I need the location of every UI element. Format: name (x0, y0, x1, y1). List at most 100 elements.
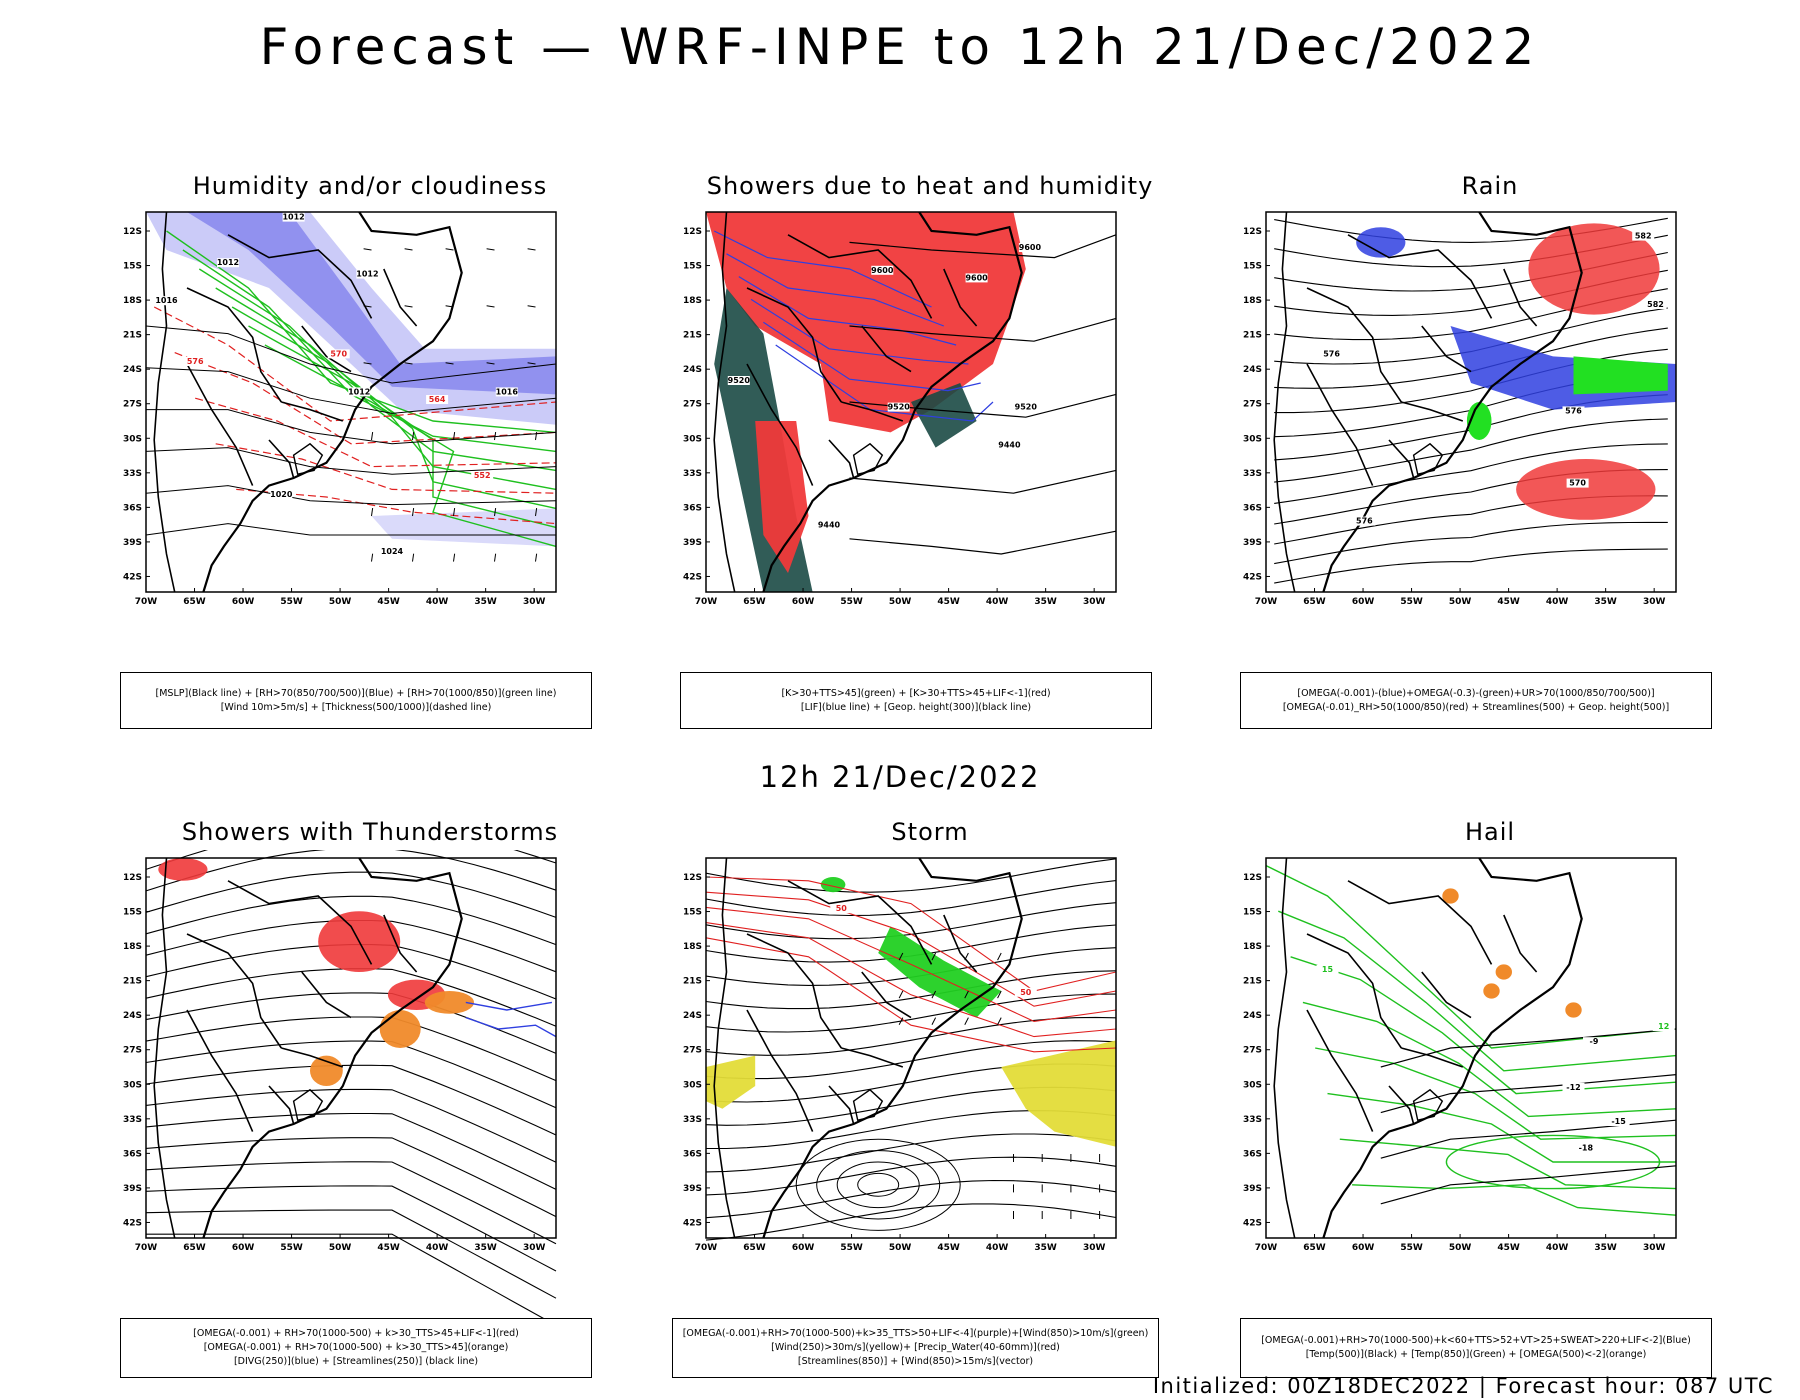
contour-label: 9600 (965, 273, 988, 282)
lat-tick-label: 39S (683, 1184, 702, 1194)
contour-label: 570 (1569, 479, 1586, 488)
lon-tick-label: 70W (135, 1243, 158, 1253)
streamline (145, 1064, 557, 1136)
streamline (705, 902, 1117, 940)
country-border (1388, 1085, 1415, 1125)
wind-vector (453, 553, 456, 562)
lon-tick-label: 30W (1643, 1243, 1666, 1253)
contour-label-bg (282, 212, 305, 222)
contour-label: -12 (1566, 1083, 1580, 1092)
lon-tick-label: 40W (426, 597, 449, 607)
wind-vector (527, 248, 536, 251)
contour-label-bg (1353, 516, 1376, 526)
lon-tick-label: 45W (377, 1243, 400, 1253)
contour-label: 582 (1647, 300, 1664, 309)
country-border (1347, 234, 1493, 319)
lon-tick-label: 65W (183, 597, 206, 607)
map-frame (705, 857, 1117, 1239)
panel-title: Rain (1461, 172, 1519, 200)
lif-contour (738, 276, 957, 346)
country-border (1421, 971, 1472, 1019)
mslp-isobar (145, 325, 557, 384)
lon-tick-label: 55W (280, 597, 303, 607)
lon-tick-label: 35W (1594, 597, 1617, 607)
panel-title: Storm (891, 818, 969, 846)
lat-tick-label: 36S (683, 1149, 702, 1159)
country-border (383, 268, 418, 327)
contour-label: 9600 (871, 266, 894, 275)
contour-label-bg (1014, 987, 1037, 997)
lat-tick-label: 27S (1243, 1046, 1262, 1056)
contour-label: 564 (429, 395, 446, 404)
legend-line: [OMEGA(-0.001)+RH>70(1000-500)+k>35_TTS>… (682, 1328, 1149, 1339)
cyclone-streamline (857, 1172, 900, 1197)
lat-tick-label: 39S (1243, 538, 1262, 548)
lat-tick-label: 27S (683, 1046, 702, 1056)
streamline (145, 1088, 557, 1163)
convection-orange (310, 1055, 343, 1086)
lat-tick-label: 36S (1243, 1149, 1262, 1159)
wind-vector (494, 508, 497, 517)
country-border (861, 325, 912, 373)
wind-vector (486, 362, 495, 365)
mslp-isobar (145, 447, 557, 475)
contour-label-bg (1652, 1022, 1675, 1031)
country-border (828, 439, 855, 479)
lon-tick-label: 30W (523, 597, 546, 607)
map-storm: 50 50 12S 15S 18S 21S 24S 27S 30S 33S 36S 39S 42S 70W… (683, 857, 1117, 1253)
temp850-contour (1352, 1184, 1677, 1216)
legend-humidity: [MSLP](Black line) + [RH>70(850/700/500)… (120, 672, 592, 729)
streamline (1274, 443, 1668, 504)
legend-line: [LIF](blue line) + [Geop. height(300)](b… (800, 701, 1032, 713)
streamline (145, 850, 557, 870)
lon-tick-label: 35W (1034, 1243, 1057, 1253)
precip-water-contour (705, 906, 1117, 1022)
legend-line: [Wind(250)>30m/s](yellow)+ [Precip_Water… (771, 1342, 1060, 1353)
lat-tick-label: 15S (123, 908, 142, 918)
mslp-isobar (146, 409, 557, 445)
country-border (268, 439, 295, 479)
lon-tick-label: 70W (135, 597, 158, 607)
panel-humidity: Humidity and/or cloudiness 1012 1012 1012 1… (90, 172, 650, 732)
lat-tick-label: 39S (123, 538, 142, 548)
wind-vector (412, 508, 415, 517)
rh-green-contour (198, 268, 557, 472)
lon-tick-label: 65W (1303, 597, 1326, 607)
country-border (1421, 325, 1472, 373)
lon-tick-label: 70W (1255, 597, 1278, 607)
contour-label-bg (1562, 1082, 1585, 1092)
country-border (1503, 914, 1538, 973)
contour-label-bg (871, 265, 894, 275)
contour-label-bg (217, 258, 239, 268)
wind-vector (486, 305, 495, 308)
wind-vector (931, 952, 937, 961)
lat-tick-label: 24S (123, 365, 142, 375)
wind-vector (412, 432, 415, 441)
west-coastline (1273, 857, 1296, 1239)
contour-label-bg (348, 387, 371, 397)
lon-tick-label: 35W (474, 597, 497, 607)
lon-tick-label: 50W (889, 1243, 912, 1253)
lat-tick-label: 36S (123, 1149, 142, 1159)
contour-label-bg (1562, 406, 1585, 416)
legend-rain: [OMEGA(-0.001)-(blue)+OMEGA(-0.3)-(green… (1240, 672, 1712, 729)
lon-tick-label: 60W (792, 1243, 815, 1253)
convection-orange (424, 991, 474, 1014)
country-border (227, 880, 373, 965)
contour-label-bg (830, 904, 853, 914)
contour-label: 9520 (1015, 403, 1038, 412)
wind-vector (898, 1017, 904, 1025)
lat-tick-label: 36S (683, 503, 702, 513)
omega-red-area (1516, 459, 1656, 520)
country-border (787, 234, 933, 319)
omega500-orange (1495, 964, 1512, 980)
streamline (145, 1040, 557, 1109)
lat-tick-label: 24S (683, 1011, 702, 1021)
streamline (705, 1040, 1117, 1080)
country-border (1503, 268, 1538, 327)
omega500-orange (1565, 1002, 1582, 1018)
wind-vector (997, 952, 1002, 961)
country-border (1401, 1047, 1464, 1068)
lagoon (292, 442, 324, 476)
lat-tick-label: 12S (123, 873, 142, 883)
